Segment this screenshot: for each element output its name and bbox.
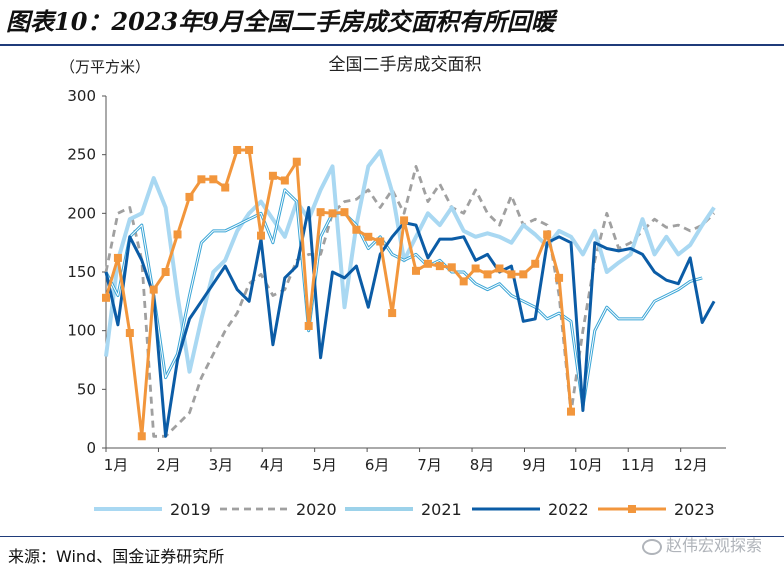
source-note: 来源：Wind、国金证券研究所 [8,547,225,566]
legend-2020-label: 2020 [296,500,337,519]
x-tick-label: 11月 [621,456,655,474]
series-2023-point [519,270,528,279]
series-2023-point [161,268,170,276]
y-tick-label: 100 [67,322,96,340]
series-2023-point [412,266,420,275]
x-tick-label: 5月 [312,456,337,474]
series-2023-point [388,309,397,318]
series-layer [102,145,716,441]
series-2023-point [292,157,301,166]
title-rule [0,44,784,46]
series-2023-point [495,264,504,273]
series-2023-point [304,321,313,330]
x-tick-label: 8月 [470,456,495,474]
x-tick-label: 2月 [156,456,181,474]
series-2023-point [400,216,409,225]
wechat-icon [641,538,662,555]
series-2023-point [185,192,194,201]
y-axis-unit-label: （万平方米） [60,58,150,76]
y-tick-label: 50 [77,380,96,398]
series-2023-point [316,208,325,217]
chart: 全国二手房成交面积 （万平方米） 0 50 100 150 200 250 300 1月 2月 3… [60,55,726,519]
series-2023-point [423,259,432,268]
series-2023-point [567,407,575,416]
y-tick-label: 200 [67,204,96,222]
series-2023-point [257,231,265,240]
series-2023-point [149,285,158,294]
series-2023-point [447,263,456,272]
watermark-text: 赵伟宏观探索 [665,536,762,555]
series-2023-point [280,176,289,185]
legend-2021-label: 2021 [421,500,462,519]
series-2023-point [137,432,146,441]
watermark: 赵伟宏观探索 [641,532,762,556]
series-2023-point [197,175,206,184]
x-tick-label: 9月 [522,456,547,474]
y-tick-label: 250 [67,146,96,164]
series-2023-point [555,273,564,282]
series-2023-point [102,293,110,302]
x-tick-label: 6月 [365,456,390,474]
series-2021-line-inner [105,189,703,408]
series-2023-point [435,262,444,271]
series-2022-line [104,206,716,438]
series-2023-point [233,145,242,154]
series-2023-point [113,253,122,262]
figure-title: 图表10：2023年9月全国二手房成交面积有所回暖 [6,7,555,36]
series-2023-point [364,232,373,241]
series-2023-point [531,259,540,268]
series-2023-point [543,230,552,239]
series-2023-point [328,209,337,218]
legend: 2019 2020 2021 2022 2023 [94,500,715,519]
series-2023-point [245,145,254,154]
chart-title: 全国二手房成交面积 [329,55,482,75]
x-tick-label: 1月 [104,456,129,474]
series-2023-point [268,171,277,180]
x-tick-label: 10月 [569,456,603,474]
series-2023-point [483,270,492,279]
bottom-rule [0,536,784,537]
series-2023-point [221,183,230,192]
legend-2023-label: 2023 [674,500,715,519]
series-2023-point [459,277,468,286]
x-tick-label: 4月 [260,456,285,474]
legend-2022-label: 2022 [548,500,589,519]
x-tick-label: 12月 [674,456,708,474]
series-2023-point [376,237,385,246]
x-tick-label: 3月 [209,456,234,474]
series-2023-point [352,225,361,234]
y-tick-label: 0 [86,439,96,457]
legend-2019-label: 2019 [170,500,211,519]
legend-2023-marker [628,505,636,513]
series-2023-point [471,264,480,273]
series-2023-point [340,208,349,217]
series-2023-point [173,230,182,239]
series-2023-point [507,270,516,279]
axes: 0 50 100 150 200 250 300 1月 2月 3月 4月 5月 6月 7月 8月 9月 10月 1… [67,87,726,474]
series-2020-line [104,165,716,438]
series-2023-line [104,148,573,438]
y-tick-label: 300 [67,87,96,105]
x-tick-label: 7月 [417,456,442,474]
y-tick-label: 150 [67,263,96,281]
series-2023-point [209,175,218,184]
series-2023-point [125,329,134,338]
